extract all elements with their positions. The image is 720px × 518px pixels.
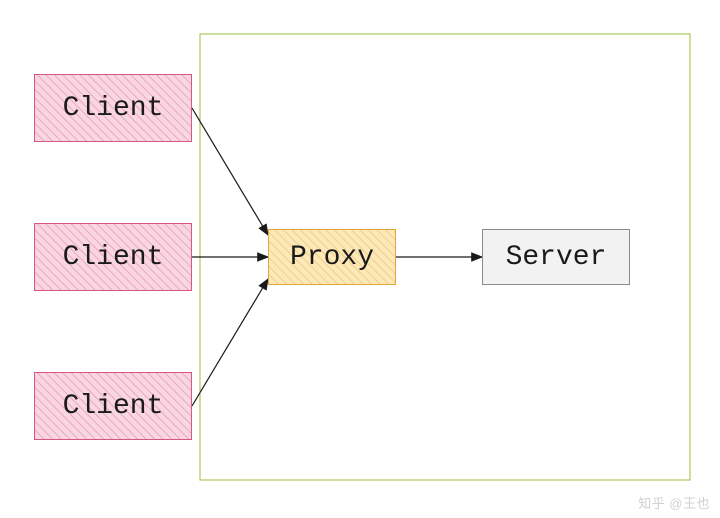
edge-client3	[192, 279, 268, 406]
diagram-canvas: Client Client Client Proxy Server 知乎 @王也	[0, 0, 720, 518]
node-label: Client	[63, 93, 164, 124]
node-client1: Client	[34, 74, 192, 142]
node-client3: Client	[34, 372, 192, 440]
node-label: Proxy	[290, 242, 374, 273]
node-label: Server	[506, 242, 607, 273]
node-server: Server	[482, 229, 630, 285]
node-label: Client	[63, 242, 164, 273]
node-proxy: Proxy	[268, 229, 396, 285]
watermark: 知乎 @王也	[638, 493, 710, 512]
node-client2: Client	[34, 223, 192, 291]
node-label: Client	[63, 391, 164, 422]
edge-client1	[192, 108, 268, 235]
